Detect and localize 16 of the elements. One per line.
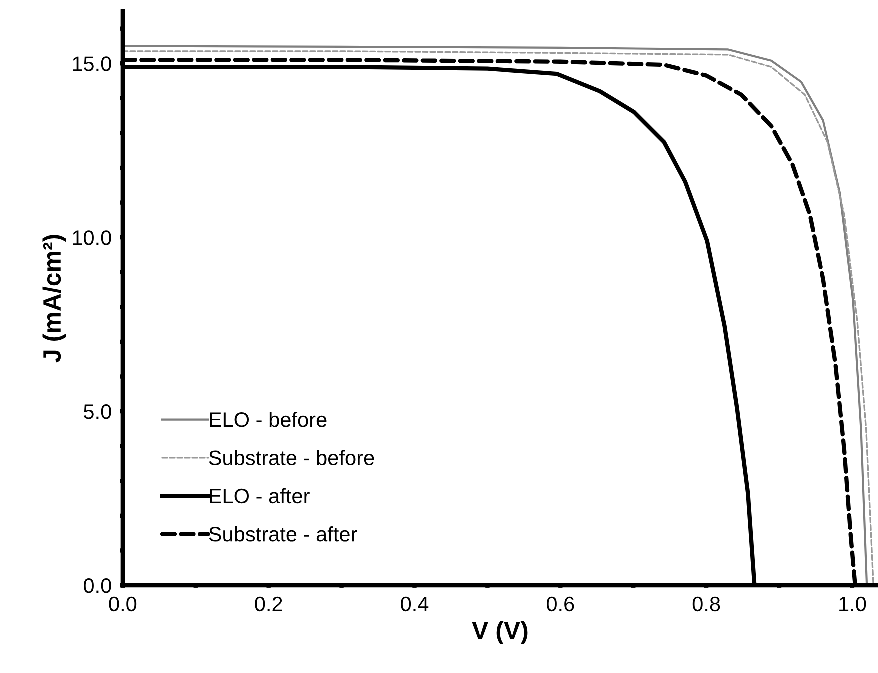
x-tick-label: 0.6 xyxy=(546,596,574,612)
x-tick-label: 1.0 xyxy=(840,596,866,612)
legend-label: ELO - before xyxy=(210,412,327,428)
x-axis-title: V (V) xyxy=(472,621,528,645)
y-axis-title: J (mA/cm²) xyxy=(42,235,66,363)
x-tick-label: 0.2 xyxy=(255,596,282,612)
y-tick-label: 5.0 xyxy=(84,404,112,420)
y-tick-label: 15.0 xyxy=(73,56,112,72)
x-tick-label: 0.8 xyxy=(692,596,720,612)
y-tick-label: 10.0 xyxy=(73,230,112,246)
y-tick-label: 0.0 xyxy=(84,578,112,594)
legend-label: Substrate - after xyxy=(209,526,358,542)
legend-label: Substrate - before xyxy=(209,450,374,466)
x-tick-label: 0.0 xyxy=(109,596,137,612)
x-tick-label: 0.4 xyxy=(401,596,429,612)
legend-label: ELO - after xyxy=(210,488,310,504)
